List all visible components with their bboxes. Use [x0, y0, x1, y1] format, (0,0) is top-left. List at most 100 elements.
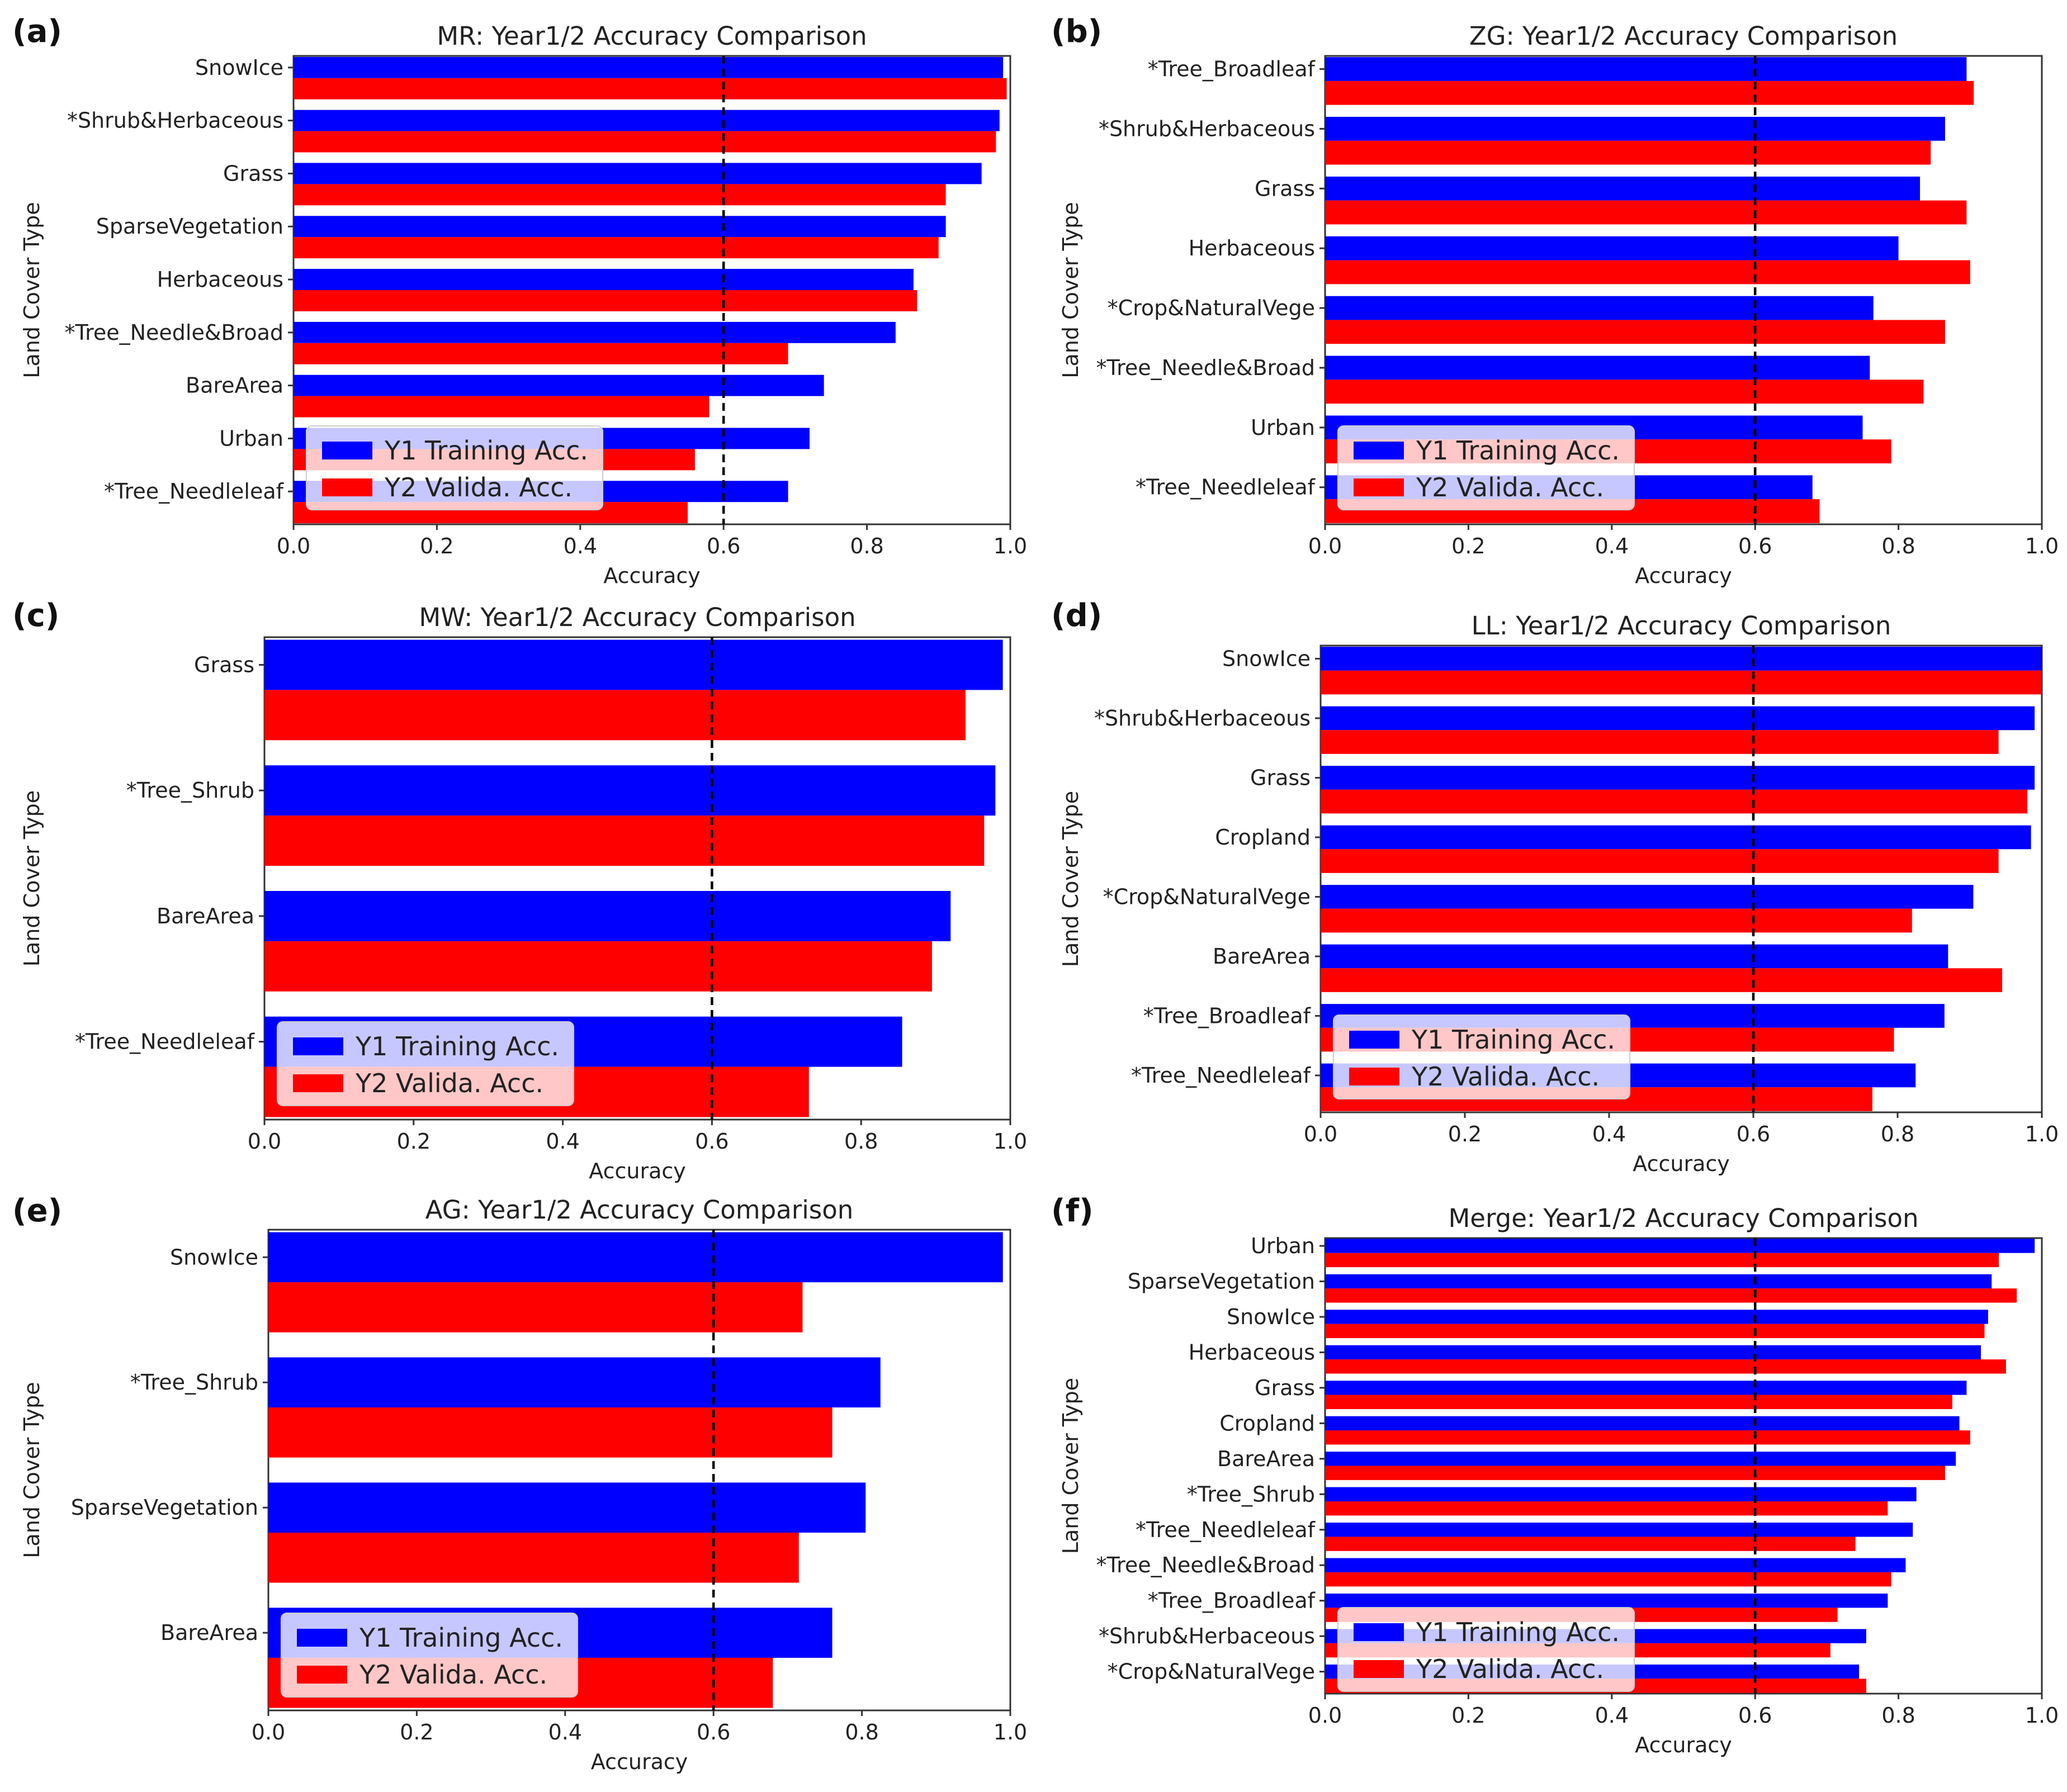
legend: Y1 Training Acc. Y2 Valida. Acc.: [277, 1021, 574, 1106]
x-tick-label: 0.4: [546, 1129, 579, 1154]
category-label: SparseVegetation: [1128, 1269, 1315, 1293]
x-tick-label: 0.4: [1595, 534, 1629, 558]
x-tick-label: 1.0: [994, 1720, 1027, 1744]
x-tick-label: 0.6: [697, 1720, 730, 1744]
bar-y1-0: [1325, 57, 1967, 81]
y-axis-label: Land Cover Type: [1058, 1378, 1083, 1554]
bar-y2-2: [264, 941, 932, 992]
category-label: *Tree_Needle&Broad: [64, 320, 283, 345]
category-label: *Tree_Broadleaf: [1148, 1589, 1316, 1613]
bar-y1-1: [268, 1357, 881, 1408]
bar-y2-0: [1321, 670, 2042, 695]
x-tick-label: 0.8: [844, 1129, 878, 1154]
legend-swatch-y2: [322, 478, 372, 496]
x-tick-label: 1.0: [994, 534, 1027, 558]
bar-y2-5: [1325, 1430, 1970, 1445]
category-label: *Shrub&Herbaceous: [67, 108, 283, 133]
bar-y1-6: [294, 374, 824, 396]
bar-y2-1: [268, 1407, 833, 1458]
bar-y2-1: [294, 131, 996, 153]
x-tick-label: 0.8: [1881, 1703, 1915, 1728]
legend-label-y2: Y2 Valida. Acc.: [1411, 1061, 1600, 1092]
legend: Y1 Training Acc. Y2 Valida. Acc.: [281, 1613, 578, 1698]
x-tick-label: 0.0: [1308, 534, 1342, 558]
legend-label-y1: Y1 Training Acc.: [355, 1031, 559, 1061]
category-label: *Shrub&Herbaceous: [1099, 1624, 1315, 1648]
x-tick-label: 0.6: [695, 1129, 729, 1154]
bar-y2-0: [1325, 1253, 1999, 1268]
chart-panel-b: (b) ZG: Year1/2 Accuracy Comparison *Tree_…: [1051, 13, 2059, 588]
chart-title: LL: Year1/2 Accuracy Comparison: [1472, 611, 1891, 641]
bar-y1-8: [1325, 1523, 1913, 1537]
bar-y2-3: [1325, 260, 1970, 285]
chart-title: Merge: Year1/2 Accuracy Comparison: [1448, 1203, 1918, 1233]
bar-y1-0: [1325, 1239, 2035, 1253]
legend-label-y1: Y1 Training Acc.: [1416, 435, 1620, 466]
chart-title: ZG: Year1/2 Accuracy Comparison: [1469, 21, 1898, 51]
y-axis-label: Land Cover Type: [20, 790, 44, 966]
bar-y2-1: [264, 816, 985, 866]
panel-label: (b): [1051, 13, 1102, 50]
category-label: *Tree_Needleleaf: [1131, 1063, 1312, 1088]
bar-y1-5: [1325, 355, 1870, 380]
category-label: Herbaceous: [157, 267, 283, 292]
legend-swatch-y2: [1349, 1068, 1399, 1085]
category-label: Herbaceous: [1189, 236, 1315, 260]
category-label: Urban: [219, 426, 283, 451]
legend-swatch-y1: [1349, 1031, 1399, 1049]
category-label: *Tree_Broadleaf: [1143, 1003, 1312, 1028]
chart-panel-e: (e) AG: Year1/2 Accuracy Comparison SnowIc…: [12, 1193, 1027, 1774]
legend-box: [277, 1021, 574, 1106]
bar-y1-0: [1321, 647, 2042, 671]
category-label: BareArea: [186, 373, 283, 398]
legend-label-y1: Y1 Training Acc.: [384, 435, 588, 466]
category-label: Cropland: [1215, 825, 1311, 850]
legend-label-y1: Y1 Training Acc.: [1416, 1617, 1620, 1647]
bar-y1-2: [1325, 1310, 1988, 1324]
bar-y1-2: [294, 163, 982, 184]
panel-label: (f): [1051, 1193, 1094, 1229]
bar-y2-2: [1325, 1324, 1985, 1338]
chart-panel-d: (d) LL: Year1/2 Accuracy Comparison SnowIc…: [1051, 598, 2059, 1176]
x-tick-label: 0.0: [248, 1129, 281, 1154]
bar-y1-7: [1325, 1487, 1917, 1501]
x-tick-label: 0.0: [1304, 1122, 1337, 1146]
bar-y2-6: [1325, 1466, 1945, 1480]
legend-box: [1333, 1014, 1630, 1099]
x-tick-label: 0.4: [548, 1720, 582, 1744]
legend-swatch-y1: [322, 442, 372, 459]
legend-box: [1337, 425, 1635, 510]
bar-y2-1: [1325, 1288, 2017, 1303]
bar-y2-0: [294, 78, 1007, 99]
legend-box: [306, 425, 603, 510]
x-tick-label: 0.4: [1592, 1122, 1626, 1146]
y-axis-label: Land Cover Type: [1058, 791, 1083, 967]
x-tick-label: 0.8: [850, 534, 883, 558]
legend-swatch-y2: [297, 1666, 347, 1684]
bar-y2-6: [294, 396, 710, 418]
category-label: SnowIce: [1227, 1305, 1315, 1329]
category-label: Grass: [194, 652, 254, 677]
x-tick-label: 1.0: [2025, 1703, 2059, 1728]
legend-swatch-y1: [1354, 1623, 1404, 1641]
x-tick-label: 0.2: [397, 1129, 431, 1154]
legend-swatch-y2: [1354, 1660, 1404, 1678]
bar-y2-3: [294, 237, 939, 259]
legend-swatch-y2: [293, 1074, 343, 1092]
bar-y1-1: [1321, 706, 2035, 731]
category-label: SnowIce: [170, 1245, 258, 1269]
bar-y1-5: [1325, 1416, 1960, 1431]
panel-label: (e): [12, 1193, 62, 1229]
bar-y1-2: [268, 1482, 866, 1533]
legend-swatch-y1: [297, 1629, 347, 1647]
category-label: *Tree_Shrub: [126, 778, 254, 803]
y-axis-label: Land Cover Type: [20, 202, 44, 378]
chart-panel-a: (a) MR: Year1/2 Accuracy Comparison SnowIc…: [12, 13, 1027, 588]
x-tick-label: 0.2: [400, 1720, 433, 1744]
x-tick-label: 0.2: [420, 534, 453, 558]
bar-y2-2: [1325, 200, 1967, 225]
bar-y2-0: [1325, 80, 1974, 105]
bar-y2-2: [268, 1532, 799, 1583]
category-label: *Tree_Needle&Broad: [1096, 355, 1315, 380]
category-label: *Tree_Shrub: [1187, 1482, 1315, 1506]
